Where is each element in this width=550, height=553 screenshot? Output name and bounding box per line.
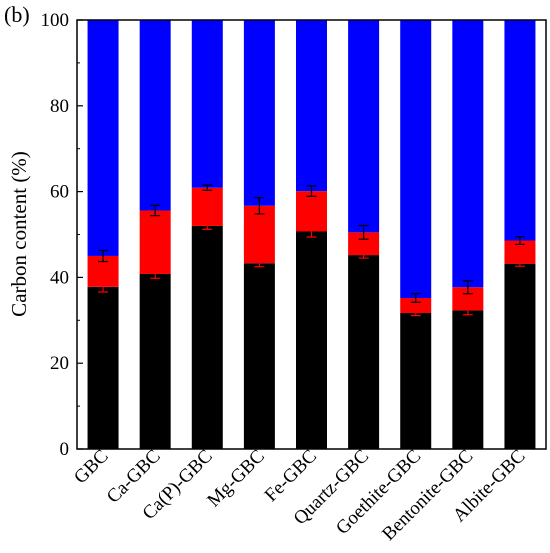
bar-segment xyxy=(139,210,171,274)
y-tick-label: 40 xyxy=(50,267,69,288)
bar-segment xyxy=(504,263,536,449)
bar-segment xyxy=(191,20,223,188)
bar-segment xyxy=(400,20,432,298)
y-axis: 0 20 40 60 80 100 xyxy=(41,10,83,460)
bar-segment xyxy=(348,232,380,256)
bar-segment xyxy=(243,205,275,264)
bar-segment xyxy=(296,20,327,192)
bar-segment xyxy=(191,225,223,449)
bar-segment xyxy=(191,187,223,226)
bar-segment xyxy=(87,286,119,449)
bar-segment xyxy=(452,20,484,288)
bar-segment xyxy=(139,20,171,211)
bar-segment xyxy=(504,240,536,264)
y-axis-label: Carbon content (%) xyxy=(7,151,31,317)
x-tick-label: GBC xyxy=(70,446,112,488)
bar-segment xyxy=(296,231,327,449)
y-tick-label: 80 xyxy=(50,96,69,117)
panel-label: (b) xyxy=(4,2,30,27)
bar-segment xyxy=(348,255,380,449)
bar-segment xyxy=(504,20,536,241)
bar-segment xyxy=(452,310,484,449)
bars-layer xyxy=(87,20,536,449)
y-tick-label: 20 xyxy=(50,353,69,374)
y-tick-label: 60 xyxy=(50,182,69,203)
bar-segment xyxy=(400,297,432,314)
y-tick-label: 0 xyxy=(60,439,70,460)
x-tick-label: Bentonite-GBC xyxy=(378,446,477,545)
bar-segment xyxy=(87,20,119,256)
error-bars-layer xyxy=(98,184,525,317)
x-tick-label: Mg-GBC xyxy=(203,446,269,512)
bar-segment xyxy=(348,20,380,233)
bar-segment xyxy=(400,313,432,449)
bar-segment xyxy=(139,273,171,449)
bar-segment xyxy=(296,191,327,232)
x-axis: GBCCa-GBCCa(P)-GBCMg-GBCFe-GBCQuartz-GBC… xyxy=(70,443,529,545)
bar-segment xyxy=(243,263,275,449)
y-tick-label: 100 xyxy=(41,10,70,31)
bar-segment xyxy=(452,287,484,311)
bar-segment xyxy=(243,20,275,206)
